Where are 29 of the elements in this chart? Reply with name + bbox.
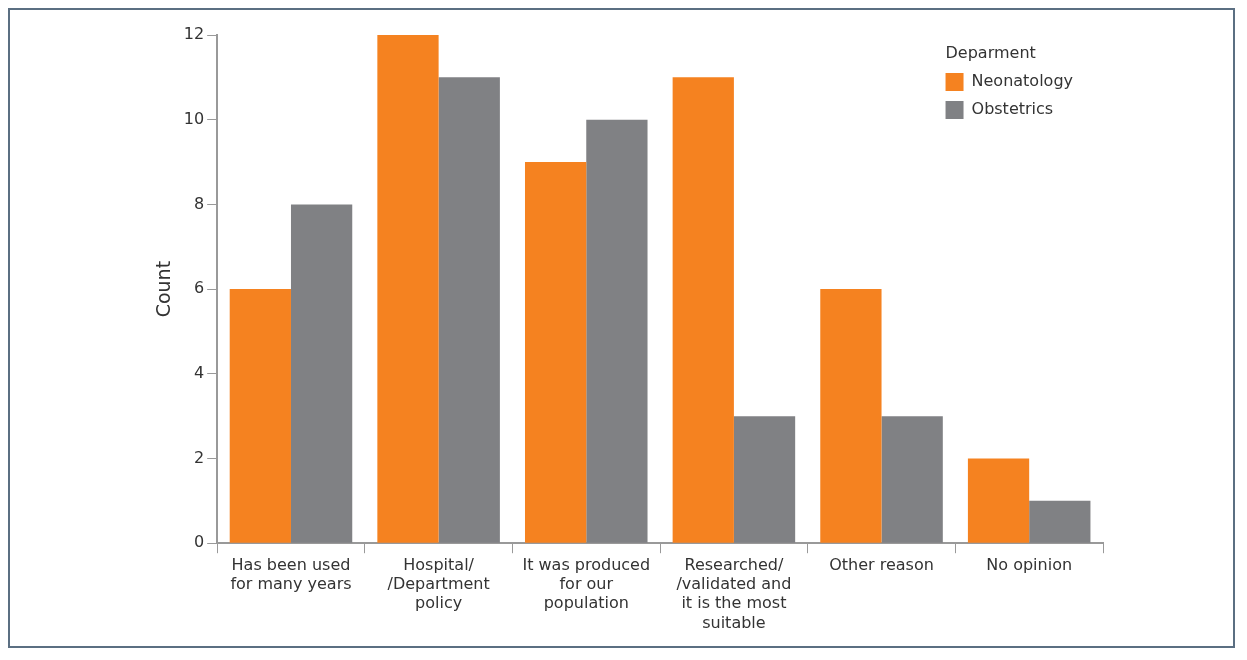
x-tick-label: Hospital/ /Department policy xyxy=(387,554,490,613)
legend-title: Deparment xyxy=(945,43,1036,63)
y-tick-label: 6 xyxy=(193,278,205,298)
y-axis-title: Count xyxy=(152,260,175,318)
y-tick-label: 8 xyxy=(193,193,205,213)
bar xyxy=(290,204,353,543)
bar xyxy=(1029,500,1091,543)
x-tick-label: No opinion xyxy=(986,554,1073,574)
bar xyxy=(967,458,1030,543)
x-tick-label: Has been used for many years xyxy=(230,554,352,594)
y-tick-label: 10 xyxy=(183,108,205,128)
bar xyxy=(672,77,734,543)
bar xyxy=(733,416,796,543)
y-tick-label: 4 xyxy=(193,362,205,382)
x-tick-label: It was produced for our population xyxy=(522,554,651,613)
bar xyxy=(820,289,882,543)
y-tick-label: 0 xyxy=(193,532,205,552)
bar xyxy=(229,289,291,543)
bar xyxy=(586,119,648,543)
x-tick-label: Researched/ /validated and it is the most suitable xyxy=(676,554,792,632)
bar xyxy=(881,416,943,543)
legend-label: Neonatology xyxy=(971,71,1073,91)
bar xyxy=(377,35,439,543)
bar xyxy=(438,77,500,543)
legend-label: Obstetrics xyxy=(971,99,1054,119)
y-tick-label: 2 xyxy=(193,447,205,467)
x-tick-label: Other reason xyxy=(829,554,934,574)
bar xyxy=(524,162,587,543)
y-tick-label: 12 xyxy=(183,24,205,44)
